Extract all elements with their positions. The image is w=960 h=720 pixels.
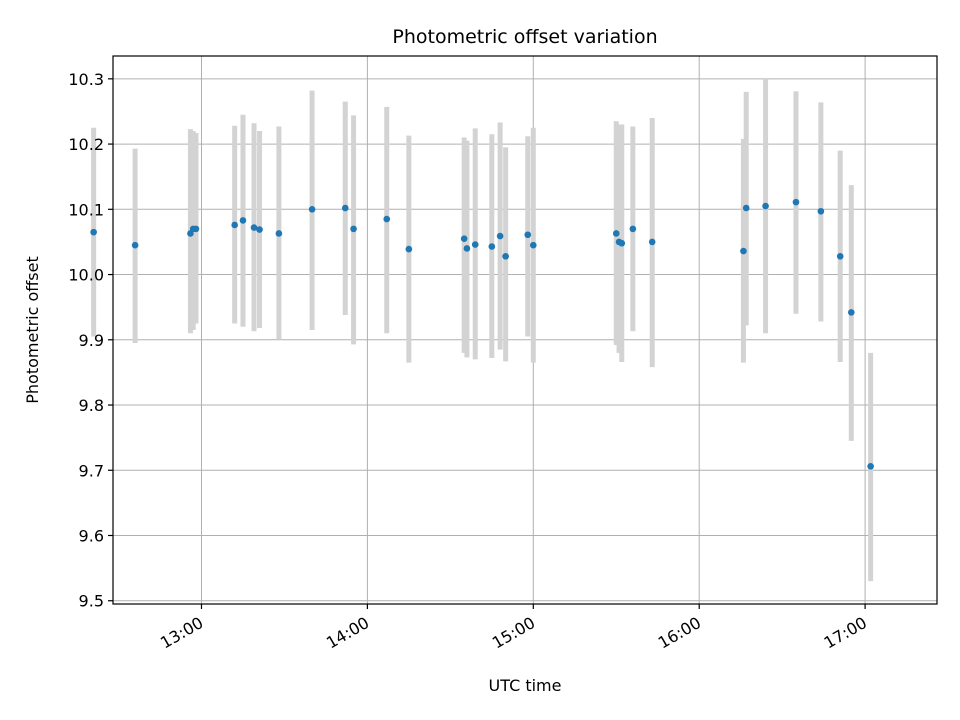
- data-point: [618, 239, 626, 247]
- data-point: [256, 226, 263, 233]
- data-point: [460, 235, 468, 242]
- data-point: [192, 225, 200, 233]
- x-axis-label: UTC time: [489, 676, 562, 695]
- y-tick-label: 10.1: [68, 200, 104, 219]
- data-point: [524, 231, 532, 239]
- data-point: [740, 247, 747, 255]
- x-axis-ticks: 13:00 14:00 15:00 16:00 17:00: [157, 604, 870, 653]
- chart-title: Photometric offset variation: [392, 26, 657, 48]
- error-bars: [91, 78, 874, 582]
- data-point: [488, 243, 496, 250]
- data-point: [847, 309, 855, 316]
- y-tick-label: 9.5: [79, 592, 104, 611]
- x-tick-label: 16:00: [655, 613, 704, 653]
- data-point: [496, 232, 504, 240]
- y-tick-label: 10.2: [68, 135, 104, 154]
- y-tick-label: 10.0: [68, 266, 104, 285]
- data-point: [231, 221, 238, 229]
- data-point: [341, 204, 349, 212]
- y-tick-label: 9.6: [79, 527, 104, 546]
- x-tick-label: 14:00: [323, 613, 372, 653]
- data-point: [239, 217, 247, 224]
- data-point: [275, 230, 283, 237]
- data-point: [90, 228, 97, 236]
- y-tick-label: 9.7: [79, 461, 104, 480]
- data-point: [836, 252, 844, 260]
- data-point: [629, 225, 637, 233]
- data-point: [308, 206, 316, 213]
- data-point: [648, 238, 656, 246]
- plot-frame: [112, 55, 938, 605]
- data-point: [867, 463, 874, 470]
- data-points: [90, 198, 874, 470]
- data-point: [817, 207, 825, 215]
- data-point: [131, 241, 139, 249]
- data-point: [742, 204, 750, 212]
- data-point: [350, 225, 357, 233]
- data-point: [529, 241, 537, 249]
- data-point: [502, 252, 509, 260]
- x-tick-label: 15:00: [489, 613, 538, 653]
- y-tick-label: 9.8: [79, 396, 104, 415]
- data-point: [383, 215, 391, 223]
- data-point: [792, 198, 800, 206]
- y-axis-label: Photometric offset: [23, 256, 42, 404]
- y-axis-ticks: 9.5 9.6 9.7 9.8 9.9 10.0 10.1 10.2 10.3: [68, 70, 113, 611]
- data-point: [250, 224, 258, 231]
- data-point: [463, 245, 471, 252]
- x-tick-label: 13:00: [157, 613, 206, 653]
- x-tick-label: 17:00: [821, 613, 870, 653]
- data-point: [405, 245, 413, 253]
- data-point: [471, 241, 479, 248]
- data-point: [762, 202, 769, 210]
- data-point: [612, 230, 620, 237]
- y-tick-label: 10.3: [68, 70, 104, 89]
- y-tick-label: 9.9: [79, 331, 104, 350]
